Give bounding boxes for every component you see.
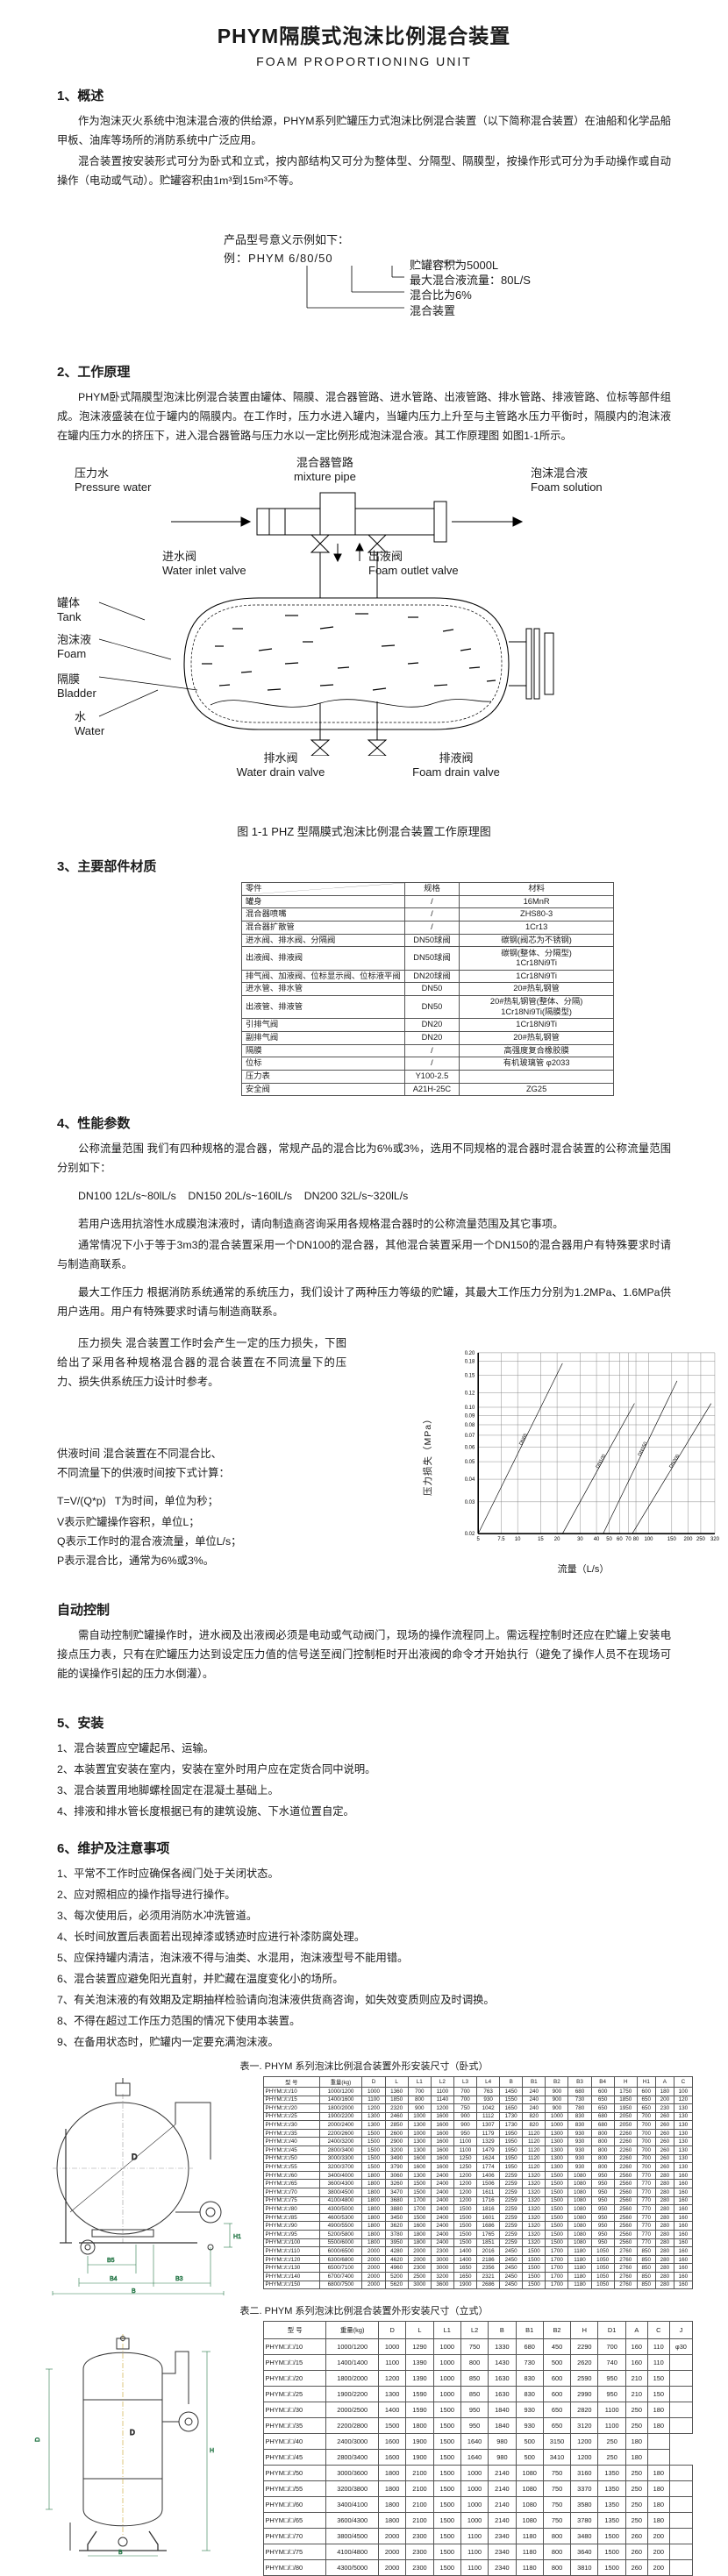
svg-text:DN65: DN65	[518, 1433, 529, 1446]
svg-text:0.18: 0.18	[465, 1360, 475, 1365]
svg-text:0.08: 0.08	[465, 1423, 475, 1428]
svg-text:60: 60	[617, 1537, 623, 1542]
svg-text:0.12: 0.12	[465, 1391, 475, 1397]
svg-text:250: 250	[696, 1537, 706, 1542]
svg-text:200: 200	[684, 1537, 694, 1542]
svg-text:0.05: 0.05	[465, 1460, 475, 1465]
svg-text:D: D	[130, 2429, 135, 2437]
svg-text:320: 320	[710, 1537, 720, 1542]
svg-text:20: 20	[554, 1537, 560, 1542]
svg-text:0.03: 0.03	[465, 1500, 475, 1505]
svg-text:B: B	[118, 2550, 123, 2556]
svg-text:B3: B3	[175, 2276, 183, 2282]
svg-text:100: 100	[645, 1537, 654, 1542]
svg-text:70: 70	[625, 1537, 632, 1542]
svg-text:D: D	[132, 2153, 138, 2161]
svg-text:5: 5	[477, 1537, 481, 1542]
svg-text:B5: B5	[107, 2258, 115, 2264]
svg-text:150: 150	[667, 1537, 677, 1542]
svg-text:30: 30	[577, 1537, 583, 1542]
svg-text:B4: B4	[110, 2276, 118, 2282]
svg-text:40: 40	[594, 1537, 600, 1542]
svg-text:DN150: DN150	[638, 1441, 649, 1457]
svg-text:15: 15	[538, 1537, 544, 1542]
svg-text:7.5: 7.5	[497, 1537, 505, 1542]
svg-text:10: 10	[515, 1537, 521, 1542]
svg-text:50: 50	[606, 1537, 612, 1542]
svg-text:H: H	[210, 2448, 214, 2454]
svg-text:B: B	[132, 2288, 136, 2295]
svg-text:0.04: 0.04	[465, 1477, 475, 1483]
svg-text:0.09: 0.09	[465, 1414, 475, 1420]
svg-text:0.10: 0.10	[465, 1405, 475, 1411]
svg-text:0.15: 0.15	[465, 1374, 475, 1379]
svg-text:0.07: 0.07	[465, 1434, 475, 1439]
svg-text:0.02: 0.02	[465, 1532, 475, 1537]
svg-text:D: D	[35, 2437, 41, 2442]
svg-text:0.20: 0.20	[465, 1351, 475, 1356]
svg-text:80: 80	[633, 1537, 639, 1542]
svg-text:H1: H1	[233, 2234, 241, 2240]
svg-text:0.06: 0.06	[465, 1446, 475, 1451]
